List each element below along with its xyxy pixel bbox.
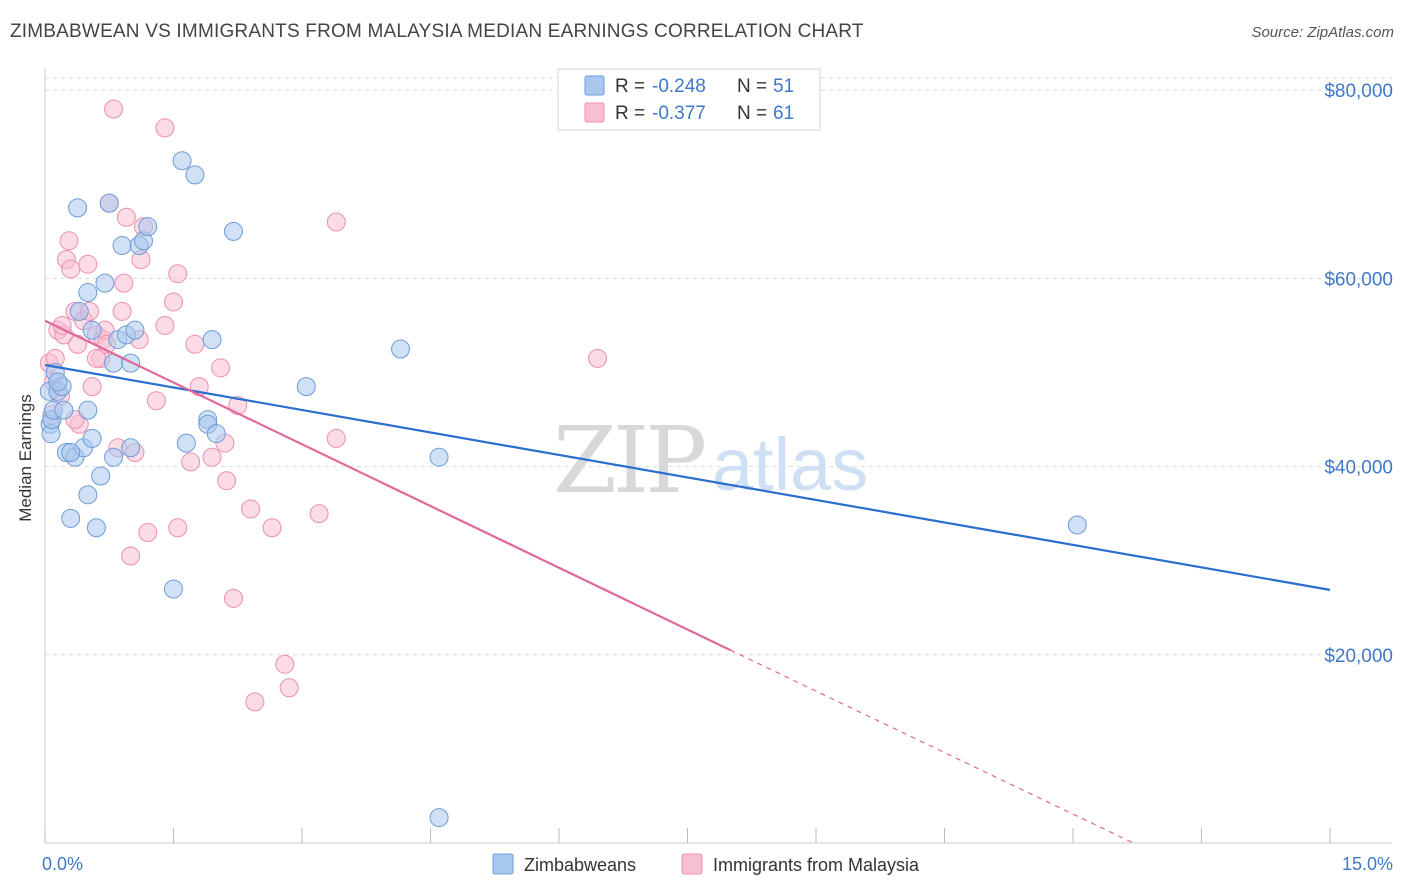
zimbabwean-point	[429, 447, 449, 467]
zimbabwean-point	[185, 165, 205, 185]
y-axis-title: Median Earnings	[16, 394, 35, 522]
y-tick-label: $80,000	[1324, 81, 1393, 102]
zimbabwean-point	[164, 579, 183, 599]
y-tick-label: $40,000	[1324, 458, 1393, 479]
bottom-legend: Zimbabweans Immigrants from Malaysia	[492, 853, 920, 875]
malaysia-point	[309, 504, 329, 524]
malaysia-point	[116, 207, 136, 227]
watermark-atlas: atlas	[712, 423, 868, 506]
malaysia-point	[155, 315, 175, 335]
zimbabwean-point	[78, 485, 98, 505]
zimbabwean-point	[138, 217, 158, 237]
malaysia-point	[181, 452, 201, 472]
zimbabwean-point	[202, 330, 222, 350]
chart-source: Source: ZipAtlas.com	[1251, 24, 1394, 41]
zimbabwean-point	[1067, 515, 1087, 535]
zimbabwean-point	[112, 235, 132, 255]
watermark: ZIP atlas	[553, 407, 868, 514]
y-tick-label: $20,000	[1324, 646, 1393, 667]
malaysia-point	[68, 334, 88, 354]
malaysia-point	[262, 518, 282, 538]
watermark-zip: ZIP	[553, 407, 704, 514]
zimbabwean-point	[61, 443, 81, 462]
zimbabwean-point	[61, 508, 81, 528]
bottom-legend-swatch-malaysia	[681, 853, 703, 875]
malaysia-point	[211, 358, 231, 378]
zimbabwean-point	[48, 372, 68, 392]
legend-r-value: -0.248	[652, 76, 706, 97]
malaysia-point	[279, 678, 299, 698]
zimbabwean-point	[68, 198, 88, 218]
malaysia-point	[59, 231, 79, 251]
zimbabwean-point	[54, 400, 74, 420]
malaysia-point	[78, 254, 98, 274]
zimbabwean-point	[78, 400, 98, 420]
zimbabwean-point	[86, 518, 106, 538]
legend-n-value: 51	[773, 76, 794, 97]
zimbabwean-point	[82, 428, 102, 448]
malaysia-point	[168, 518, 188, 538]
top-legend: R = -0.248 N = 51 R = -0.377 N = 61	[557, 68, 821, 131]
zimbabwean-point	[78, 283, 98, 303]
malaysia-point	[164, 292, 183, 312]
zimbabwean-point	[95, 273, 115, 293]
zimbabwean-point	[82, 320, 102, 340]
malaysia-trend-extension	[730, 649, 1134, 844]
x-tick-label: 0.0%	[42, 854, 83, 874]
zimbabwean-point	[69, 301, 89, 321]
bottom-legend-zimbabweans: Zimbabweans	[524, 855, 636, 875]
legend-n-label: N =	[737, 76, 767, 97]
zimbabwean-point	[121, 438, 141, 458]
bottom-legend-malaysia: Immigrants from Malaysia	[713, 855, 920, 875]
malaysia-point	[82, 377, 102, 397]
malaysia-point	[202, 447, 222, 467]
malaysia-point	[326, 428, 346, 448]
malaysia-point	[588, 348, 608, 368]
zimbabwean-point	[429, 808, 449, 828]
malaysia-point	[326, 212, 346, 232]
legend-n-value: 61	[773, 103, 794, 124]
legend-swatch-malaysia	[584, 102, 605, 123]
malaysia-point	[185, 334, 205, 354]
legend-swatch-zimbabweans	[584, 75, 605, 96]
zimbabwean-point	[125, 320, 145, 340]
malaysia-trend-line	[44, 319, 731, 652]
zimbabwean-point	[104, 447, 124, 467]
zimbabwean-point	[223, 221, 243, 241]
malaysia-point	[217, 471, 237, 491]
malaysia-point	[168, 264, 188, 284]
malaysia-point	[275, 654, 295, 674]
malaysia-point	[112, 301, 132, 321]
zimbabwean-point	[176, 433, 196, 453]
malaysia-point	[61, 259, 81, 279]
legend-r-value: -0.377	[652, 103, 706, 124]
malaysia-point	[121, 546, 141, 566]
malaysia-point	[155, 118, 175, 138]
chart-title: ZIMBABWEAN VS IMMIGRANTS FROM MALAYSIA M…	[10, 21, 864, 42]
malaysia-point	[138, 522, 158, 542]
legend-n-label: N =	[737, 103, 767, 124]
malaysia-point	[104, 99, 124, 119]
zimbabwean-point	[99, 193, 119, 213]
malaysia-point	[114, 273, 134, 293]
zimbabwean-point	[296, 377, 316, 397]
malaysia-point	[245, 692, 265, 712]
malaysia-point	[146, 391, 166, 411]
zimbabwean-point	[206, 424, 226, 444]
zimbabwean-point	[91, 466, 111, 486]
malaysia-point	[86, 348, 106, 368]
legend-r-label: R =	[615, 76, 645, 97]
bottom-legend-swatch-zimbabweans	[492, 853, 514, 875]
zimbabwean-trend-line	[44, 363, 1331, 591]
y-tick-label: $60,000	[1324, 269, 1393, 290]
zimbabwean-point	[172, 151, 192, 171]
malaysia-point	[223, 588, 243, 608]
legend-r-label: R =	[615, 103, 645, 124]
x-tick-label: 15.0%	[1342, 854, 1393, 874]
zimbabwean-point	[391, 339, 411, 359]
malaysia-point	[241, 499, 261, 519]
